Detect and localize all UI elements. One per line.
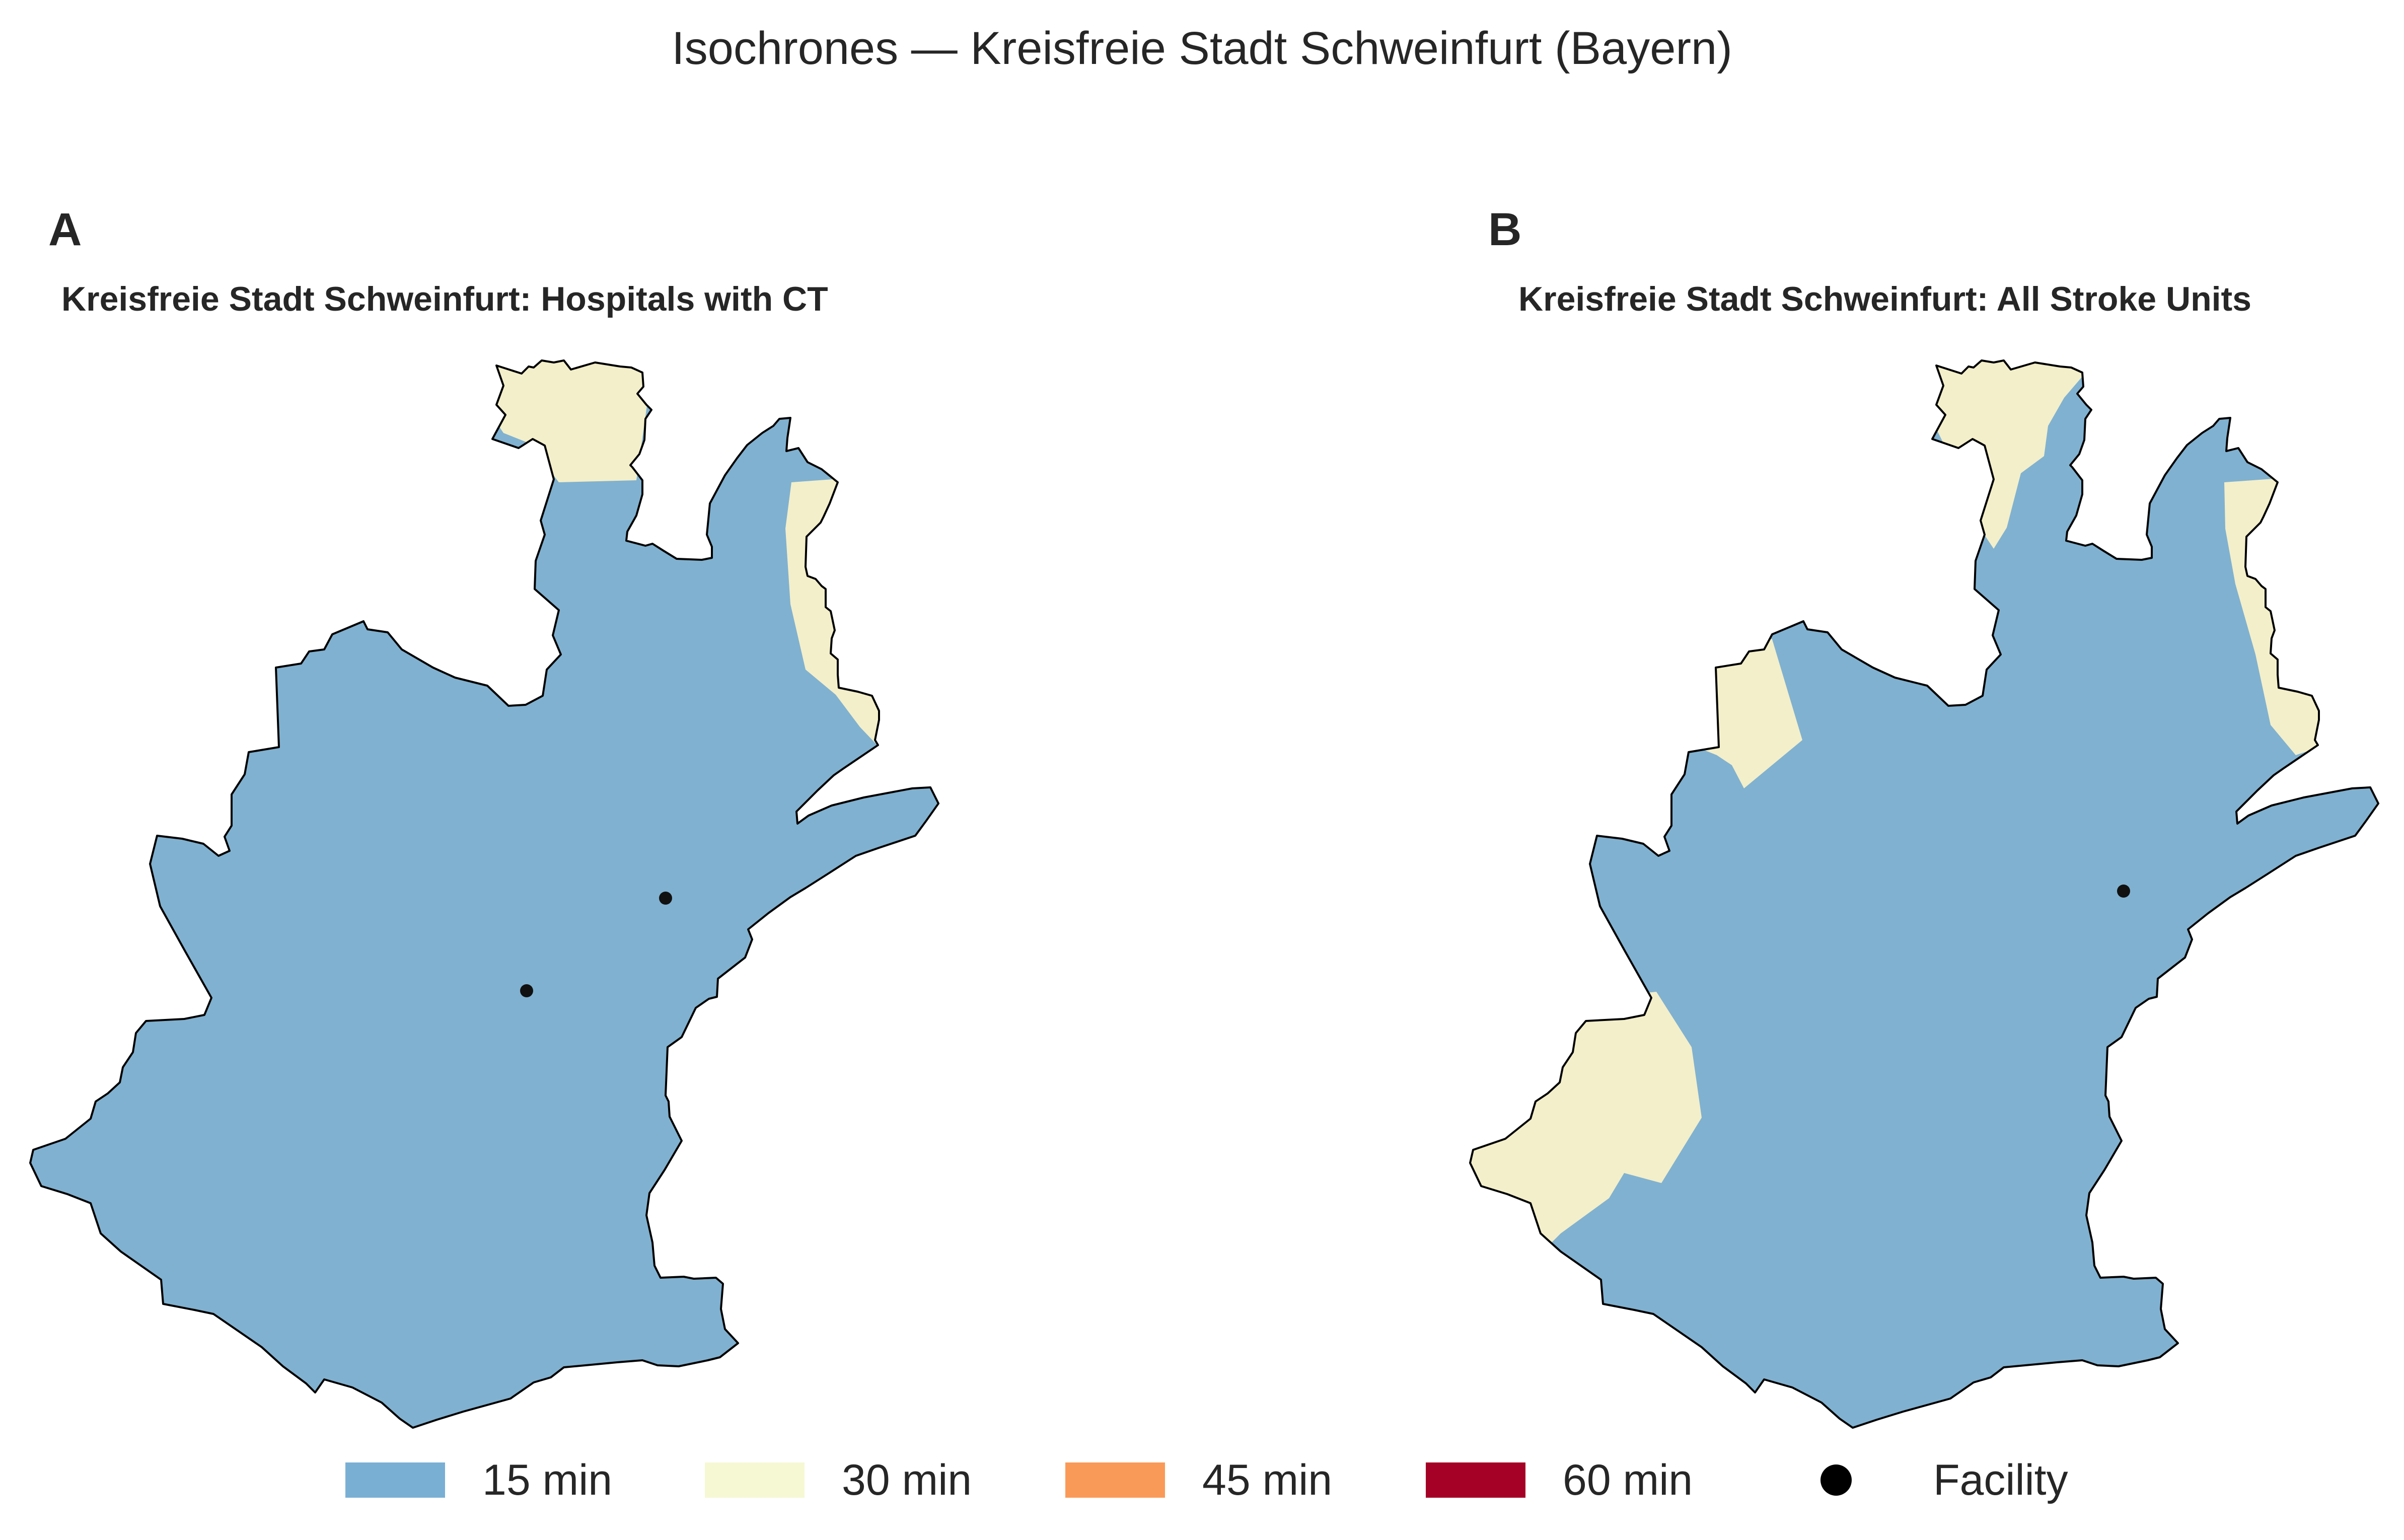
panel-a-map (29, 359, 939, 1429)
panel-b-facility-marker (2117, 885, 2130, 898)
legend-label-60min: 60 min (1563, 1456, 1693, 1504)
legend-item-60min: 60 min (1426, 1450, 1693, 1510)
panel-a-title: Kreisfreie Stadt Schweinfurt: Hospitals … (61, 280, 828, 318)
panel-a-facility-marker (520, 984, 533, 997)
legend-swatch-30min (705, 1462, 805, 1498)
legend-label-45min: 45 min (1202, 1456, 1333, 1504)
panel-b-letter: B (1488, 204, 1522, 255)
legend-item-15min: 15 min (345, 1450, 612, 1510)
legend-label-15min: 15 min (482, 1456, 613, 1504)
panel-a-facility-marker (659, 892, 672, 905)
legend-label-facility: Facility (1933, 1456, 2068, 1504)
legend-label-30min: 30 min (842, 1456, 972, 1504)
figure-title: Isochrones — Kreisfreie Stadt Schweinfur… (672, 23, 1732, 74)
legend-item-45min: 45 min (1065, 1450, 1332, 1510)
panel-a-isochrone-30min-north (483, 360, 654, 482)
legend-swatch-45min (1065, 1462, 1165, 1498)
panel-b-map (1469, 359, 2379, 1429)
legend-swatch-15min (345, 1462, 445, 1498)
legend-swatch-60min (1426, 1462, 1525, 1498)
panel-a-letter: A (48, 204, 82, 255)
legend: 15 min 30 min 45 min 60 min Facility (0, 1450, 2404, 1510)
legend-marker-facility (1820, 1464, 1852, 1496)
legend-item-30min: 30 min (705, 1450, 972, 1510)
legend-item-facility: Facility (1787, 1450, 2068, 1510)
panel-b-title: Kreisfreie Stadt Schweinfurt: All Stroke… (1518, 280, 2251, 318)
